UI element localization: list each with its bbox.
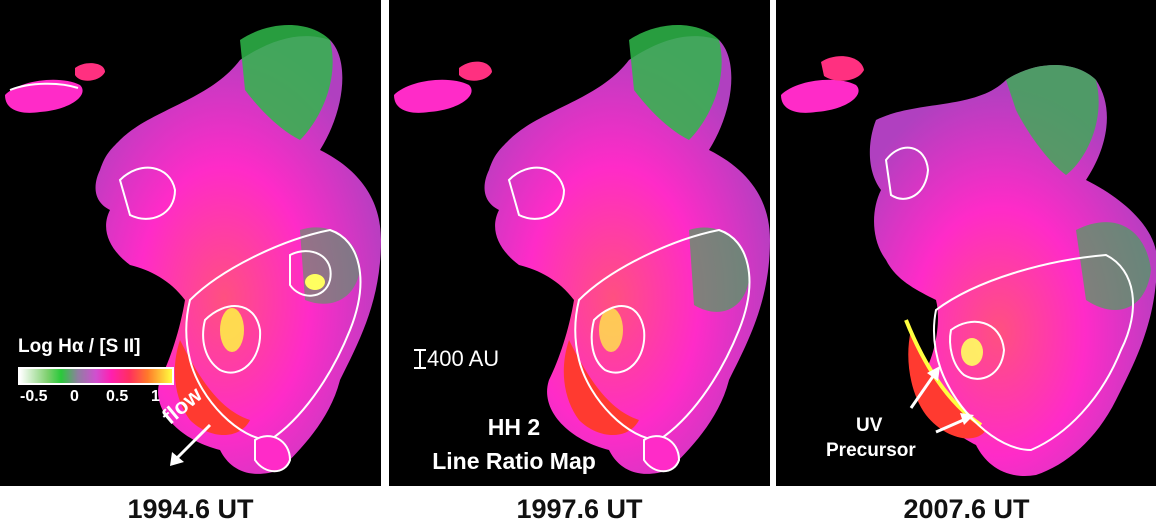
map-title-line1: HH 2 bbox=[487, 414, 541, 440]
colorbar-label: Log Hα / [S II] bbox=[18, 336, 141, 357]
scale-bar-icon bbox=[414, 349, 426, 369]
panel-2007: UV Precursor bbox=[776, 0, 1156, 486]
map-title-line2: Line Ratio Map bbox=[432, 448, 596, 474]
panel-1997: 400 AU HH 2 Line Ratio Map bbox=[389, 0, 770, 486]
scale-bar: 400 AU bbox=[414, 346, 500, 372]
colorbar-tick: 1 bbox=[151, 388, 160, 405]
colorbar-tick: 0.5 bbox=[106, 388, 129, 405]
emission-map-1997 bbox=[394, 25, 770, 474]
scale-label: 400 AU bbox=[427, 346, 500, 371]
caption-1997: 1997.6 UT bbox=[516, 494, 643, 524]
uv-label-line1: UV bbox=[856, 415, 883, 436]
colorbar bbox=[18, 367, 174, 385]
emission-map-2007 bbox=[781, 56, 1156, 476]
panel-1994: Log Hα / [S II] -0.5 0 0.5 1 flow bbox=[0, 0, 381, 486]
caption-2007: 2007.6 UT bbox=[903, 494, 1030, 524]
colorbar-tick: 0 bbox=[70, 388, 79, 405]
caption-1994: 1994.6 UT bbox=[127, 494, 254, 524]
colorbar-tick: -0.5 bbox=[20, 388, 48, 405]
uv-label-line2: Precursor bbox=[826, 440, 916, 461]
emission-map-1994 bbox=[5, 25, 381, 474]
